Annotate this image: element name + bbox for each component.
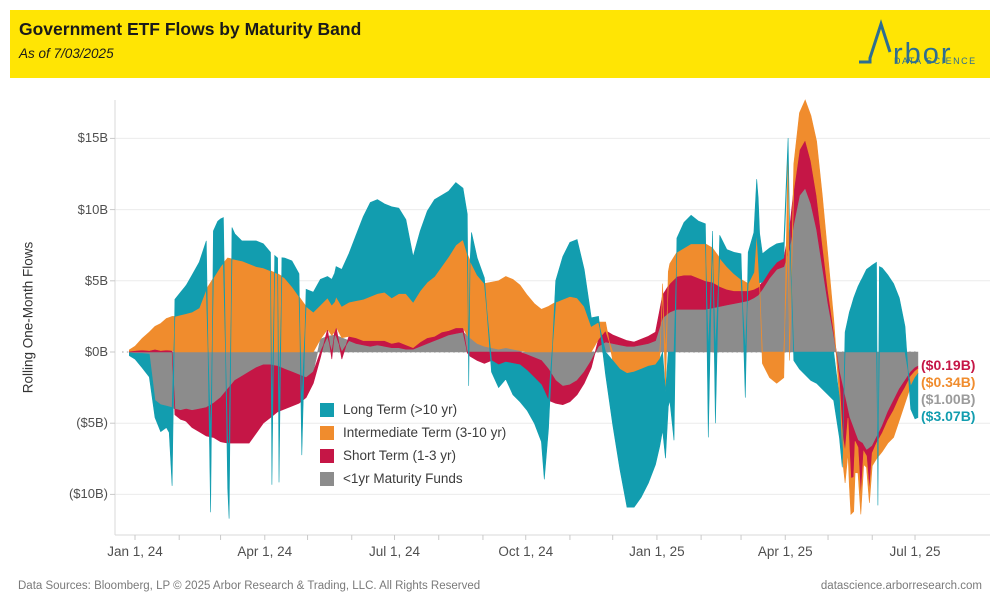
header-banner: Government ETF Flows by Maturity Band As… xyxy=(10,10,990,78)
x-tick-label: Jul 1, 24 xyxy=(369,544,421,559)
x-tick-label: Jan 1, 25 xyxy=(629,544,685,559)
y-tick-label: ($5B) xyxy=(76,415,108,431)
legend-item: <1yr Maturity Funds xyxy=(320,467,506,490)
chart-area: Rolling One-Month Flows $15B $10B $5B $0B ($… xyxy=(0,80,1000,560)
legend-label: <1yr Maturity Funds xyxy=(343,471,463,486)
x-tick-label: Jan 1, 24 xyxy=(107,544,163,559)
x-tick-label: Apr 1, 25 xyxy=(757,544,813,559)
legend-label: Short Term (1-3 yr) xyxy=(343,448,457,463)
end-value-label: ($3.07B) xyxy=(921,408,976,424)
end-value-label: ($1.00B) xyxy=(921,391,976,407)
x-tick-label: Oct 1, 24 xyxy=(498,544,554,559)
y-tick-label: $0B xyxy=(84,344,108,359)
logo-wordmark: rbor xyxy=(893,38,953,70)
page-title: Government ETF Flows by Maturity Band xyxy=(19,19,362,39)
y-tick-label: $5B xyxy=(84,272,108,288)
legend-item: Short Term (1-3 yr) xyxy=(320,444,506,467)
legend: Long Term (>10 yr) Intermediate Term (3-1… xyxy=(320,398,506,490)
legend-swatch-icon xyxy=(320,425,334,440)
legend-item: Long Term (>10 yr) xyxy=(320,398,506,421)
y-tick-label: $15B xyxy=(77,130,108,146)
arbor-logo: rbor DATA SCIENCE xyxy=(857,16,982,74)
logo-subtext: DATA SCIENCE xyxy=(894,56,977,66)
x-tick-label: Jul 1, 25 xyxy=(889,544,941,559)
arbor-mountain-icon xyxy=(857,18,893,69)
y-tick-label: ($10B) xyxy=(68,486,108,502)
area-series-0 xyxy=(129,137,919,519)
end-value-label: ($0.19B) xyxy=(921,357,976,373)
legend-label: Long Term (>10 yr) xyxy=(343,402,458,417)
y-tick-label: $10B xyxy=(77,201,108,217)
end-value-label: ($0.34B) xyxy=(921,374,976,390)
legend-swatch-icon xyxy=(320,448,334,463)
stacked-area-plot xyxy=(110,99,990,540)
y-axis-title: Rolling One-Month Flows xyxy=(20,241,36,394)
legend-label: Intermediate Term (3-10 yr) xyxy=(343,425,507,440)
as-of-date: As of 7/03/2025 xyxy=(19,46,114,61)
x-tick-label: Apr 1, 24 xyxy=(237,544,293,559)
legend-item: Intermediate Term (3-10 yr) xyxy=(320,421,506,444)
legend-swatch-icon xyxy=(320,402,334,417)
footer-site: datascience.arborresearch.com xyxy=(820,580,982,592)
legend-swatch-icon xyxy=(320,471,334,486)
footer-source: Data Sources: Bloomberg, LP © 2025 Arbor… xyxy=(18,580,481,592)
